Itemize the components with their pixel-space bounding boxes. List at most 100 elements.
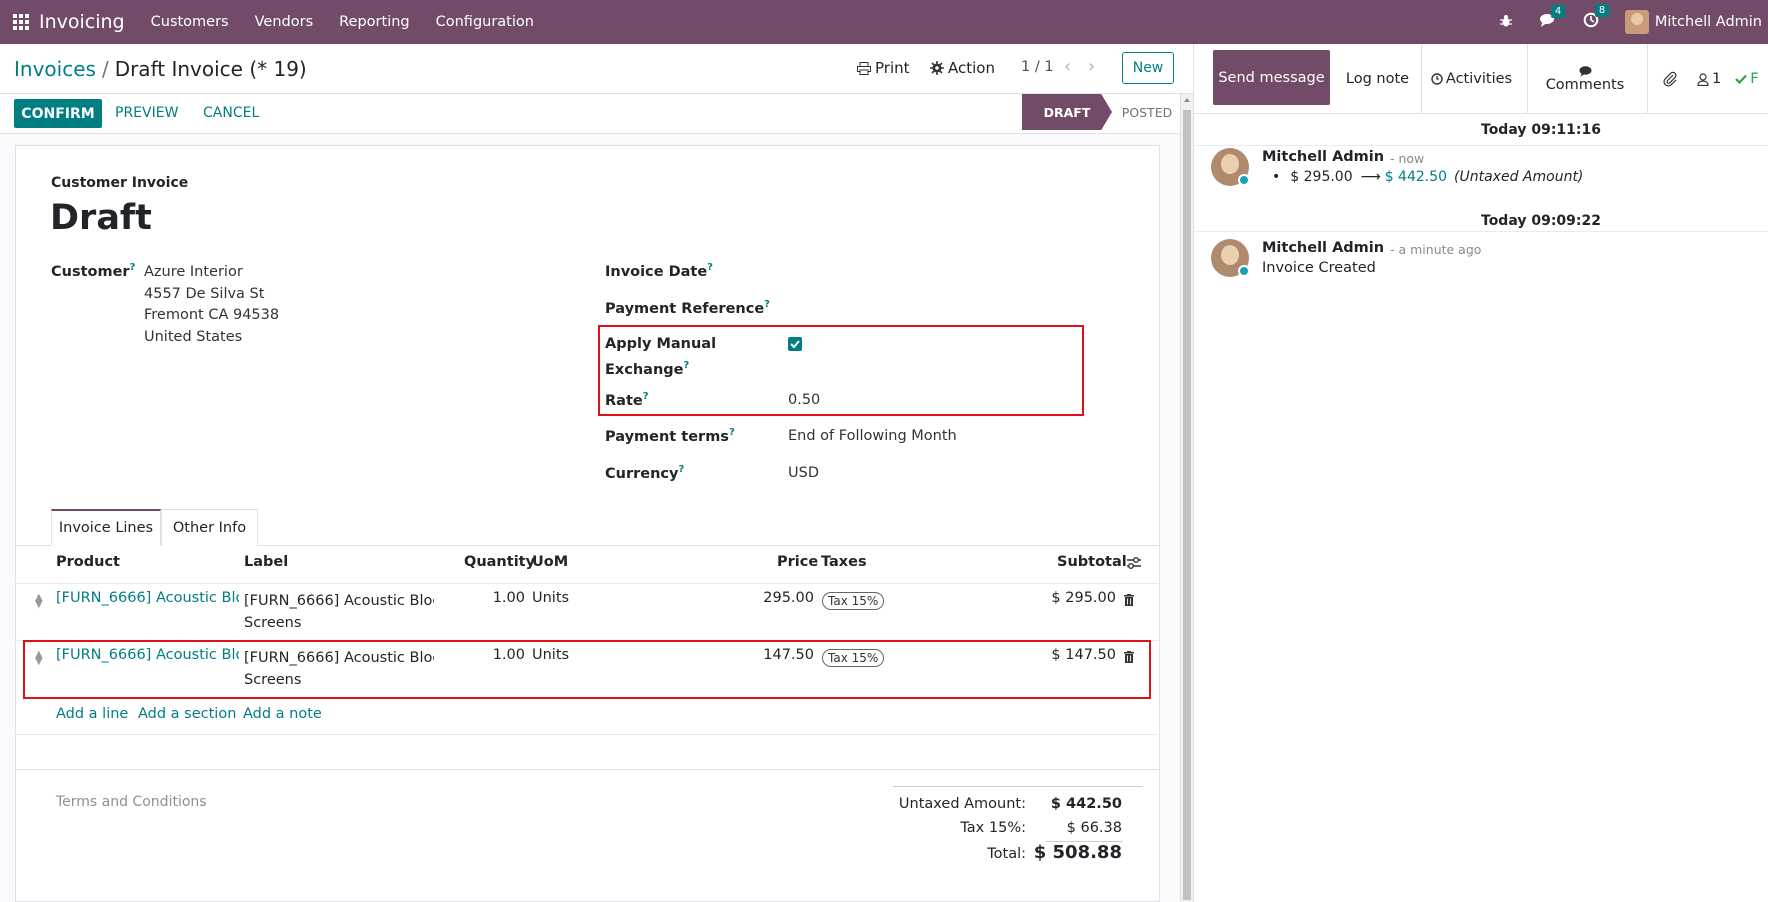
tax-value: $ 66.38 xyxy=(1066,820,1122,836)
label-cell[interactable]: [FURN_6666] Acoustic Bloc Screens xyxy=(244,593,434,631)
menu-vendors[interactable]: Vendors xyxy=(254,14,314,30)
log-note-button[interactable]: Log note xyxy=(1345,71,1410,87)
tab-other-info[interactable]: Other Info xyxy=(161,509,258,546)
invoice-date-input[interactable] xyxy=(785,258,1070,284)
menu-reporting[interactable]: Reporting xyxy=(339,14,410,30)
add-note-link[interactable]: Add a note xyxy=(243,706,322,722)
tab-invoice-lines[interactable]: Invoice Lines xyxy=(51,509,161,546)
check-icon xyxy=(790,340,800,349)
user-avatar[interactable] xyxy=(1624,10,1649,34)
payment-reference-label: Payment Reference? xyxy=(605,299,770,317)
pager-previous-icon[interactable]: ‹ xyxy=(1064,56,1072,77)
apps-menu-button[interactable] xyxy=(3,0,39,44)
old-value: $ 295.00 xyxy=(1290,169,1353,185)
trash-icon[interactable] xyxy=(1124,651,1134,663)
trash-icon[interactable] xyxy=(1124,594,1134,606)
tax-badge[interactable]: Tax 15% xyxy=(822,592,885,610)
new-button[interactable]: New xyxy=(1122,52,1174,84)
messages-icon[interactable]: 4 xyxy=(1539,4,1566,32)
rate-label: Rate? xyxy=(605,391,649,409)
quantity-cell[interactable]: 1.00 xyxy=(492,647,525,663)
user-menu[interactable]: Mitchell Admin xyxy=(1654,14,1762,30)
terms-divider xyxy=(15,769,1160,770)
paperclip-icon[interactable] xyxy=(1663,71,1677,87)
breadcrumb-invoices[interactable]: Invoices xyxy=(14,57,96,81)
price-cell[interactable]: 147.50 xyxy=(763,647,814,663)
uom-cell[interactable]: Units xyxy=(532,590,570,606)
col-quantity[interactable]: Quantity xyxy=(464,554,536,570)
date-separator-line xyxy=(1194,145,1768,146)
payment-terms-select[interactable]: End of Following Month xyxy=(788,428,957,444)
label-cell[interactable]: [FURN_6666] Acoustic Bloc Screens xyxy=(244,650,434,688)
confirm-button[interactable]: CONFIRM xyxy=(14,99,102,128)
activities-clock-icon[interactable]: 8 xyxy=(1583,4,1610,32)
col-subtotal[interactable]: Subtotal xyxy=(1057,554,1127,570)
pager-value[interactable]: 1 / 1 xyxy=(1021,59,1054,75)
comments-button[interactable]: Comments xyxy=(1527,44,1642,114)
online-status-icon xyxy=(1238,174,1250,186)
payment-reference-input[interactable] xyxy=(785,295,1070,321)
message-author[interactable]: Mitchell Admin xyxy=(1262,149,1385,165)
preview-button[interactable]: PREVIEW xyxy=(115,105,179,121)
message-body: Invoice Created xyxy=(1262,260,1376,276)
action-button[interactable]: Action xyxy=(930,59,995,77)
drag-handle-icon[interactable]: ▲ ▼ xyxy=(35,649,43,667)
add-section-link[interactable]: Add a section xyxy=(138,706,237,722)
col-label[interactable]: Label xyxy=(244,554,289,570)
breadcrumb: Invoices / Draft Invoice (* 19) xyxy=(14,57,307,81)
cancel-button[interactable]: CANCEL xyxy=(203,105,260,121)
optional-columns-icon[interactable] xyxy=(1126,556,1142,570)
control-panel: Invoices / Draft Invoice (* 19) Print Acti… xyxy=(0,44,1193,94)
product-cell[interactable]: [FURN_6666] Acoustic Bloc S xyxy=(56,647,239,663)
apply-manual-exchange-label: Apply Manual Exchange? xyxy=(605,336,717,378)
grid-icon xyxy=(13,14,29,30)
date-separator: Today 09:09:22 xyxy=(1473,213,1609,229)
app-brand[interactable]: Invoicing xyxy=(39,11,125,33)
highlight-box-line xyxy=(23,640,1151,699)
untaxed-amount-label: Untaxed Amount: xyxy=(898,796,1026,812)
activities-button[interactable]: Activities xyxy=(1421,44,1521,114)
customer-field[interactable]: Azure Interior 4557 De Silva St Fremont … xyxy=(144,262,279,348)
menu-customers[interactable]: Customers xyxy=(150,14,229,30)
followers-count[interactable]: 1 xyxy=(1712,71,1722,87)
totals-top-line xyxy=(893,786,1143,787)
pager-next-icon[interactable]: › xyxy=(1088,56,1096,77)
menu-configuration[interactable]: Configuration xyxy=(435,14,534,30)
col-taxes[interactable]: Taxes xyxy=(821,554,867,570)
add-line-link[interactable]: Add a line xyxy=(56,706,129,722)
col-price[interactable]: Price xyxy=(777,554,819,570)
customer-name: Azure Interior xyxy=(144,264,243,280)
send-message-button[interactable]: Send message xyxy=(1213,50,1330,105)
follow-truncated[interactable]: F xyxy=(1750,71,1759,87)
uom-cell[interactable]: Units xyxy=(532,647,570,663)
customer-country: United States xyxy=(144,328,243,345)
col-product[interactable]: Product xyxy=(56,554,120,570)
comments-label: Comments xyxy=(1545,76,1625,93)
product-cell[interactable]: [FURN_6666] Acoustic Bloc S xyxy=(56,590,239,606)
chatter-panel: Send message Log note Activities Comment… xyxy=(1193,44,1768,902)
status-bar: CONFIRM PREVIEW CANCEL DRAFT POSTED xyxy=(0,94,1180,134)
follow-check-icon[interactable] xyxy=(1735,74,1748,84)
customer-label: Customer? xyxy=(51,262,136,280)
currency-select[interactable]: USD xyxy=(788,465,819,481)
message-author[interactable]: Mitchell Admin xyxy=(1262,240,1385,256)
breadcrumb-current: Draft Invoice (* 19) xyxy=(114,57,307,81)
terms-conditions-input[interactable]: Terms and Conditions xyxy=(56,794,207,810)
subtotal-cell: $ 147.50 xyxy=(1051,647,1116,663)
comment-icon xyxy=(1579,65,1591,76)
form-scrollbar[interactable] xyxy=(1180,94,1193,902)
debug-icon[interactable] xyxy=(1499,13,1513,32)
apply-manual-exchange-checkbox[interactable] xyxy=(788,337,802,351)
followers-user-icon[interactable] xyxy=(1697,72,1709,86)
drag-handle-icon[interactable]: ▲ ▼ xyxy=(35,592,43,610)
highlight-box-exchange xyxy=(598,325,1084,416)
col-uom[interactable]: UoM xyxy=(532,554,569,570)
print-button[interactable]: Print xyxy=(857,59,910,77)
tax-badge[interactable]: Tax 15% xyxy=(822,649,885,667)
rate-input[interactable]: 0.50 xyxy=(788,392,821,408)
date-separator: Today 09:11:16 xyxy=(1473,122,1609,138)
price-cell[interactable]: 295.00 xyxy=(763,590,814,606)
quantity-cell[interactable]: 1.00 xyxy=(492,590,525,606)
stage-posted[interactable]: POSTED xyxy=(1121,104,1173,120)
stage-draft[interactable]: DRAFT xyxy=(1022,94,1112,130)
